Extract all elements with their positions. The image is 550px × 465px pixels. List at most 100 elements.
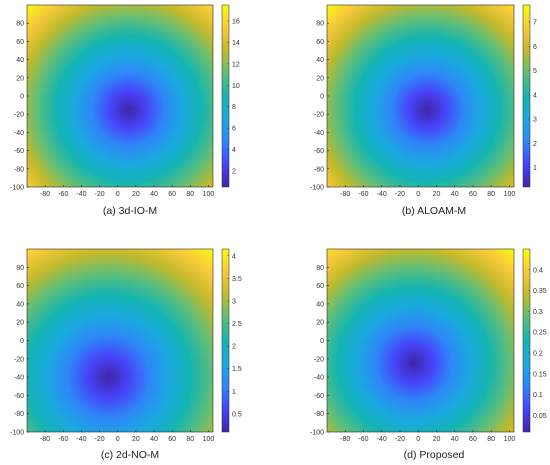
subplot-1: -80 -60 -40 -20 0 20 40 60 80 100 80 60 40 20 0 -20 -40 -… bbox=[10, 4, 240, 217]
y-tick-label: -80 bbox=[314, 411, 324, 418]
x-tick-label: 60 bbox=[168, 436, 176, 443]
colorbar-tick-label: 4 bbox=[232, 253, 236, 260]
colorbar-tick-label: 14 bbox=[232, 40, 240, 47]
y-tick-label: 40 bbox=[16, 57, 24, 64]
y-tick-label: 80 bbox=[16, 265, 24, 272]
x-tick-label: -60 bbox=[58, 191, 68, 198]
x-tick-label: 80 bbox=[186, 191, 194, 198]
colorbar-tick-label: 0.2 bbox=[533, 350, 543, 357]
x-tick-label: 40 bbox=[451, 191, 459, 198]
colorbar-tick-label: 10 bbox=[232, 83, 240, 90]
y-tick-label: -100 bbox=[310, 430, 324, 437]
x-tick-label: 20 bbox=[433, 436, 441, 443]
subplot-caption: (b) ALOAM-M bbox=[402, 205, 466, 217]
y-tick-label: 20 bbox=[16, 320, 24, 327]
x-tick-label: -60 bbox=[358, 436, 368, 443]
y-tick-label: 40 bbox=[316, 57, 324, 64]
colorbar-tick-label: 4 bbox=[533, 92, 537, 99]
colorbar-tick-label: 3 bbox=[533, 117, 537, 124]
x-tick-label: 100 bbox=[504, 436, 516, 443]
x-tick-label: -40 bbox=[76, 191, 86, 198]
x-tick-label: 80 bbox=[186, 436, 194, 443]
x-tick-label: -80 bbox=[40, 191, 50, 198]
y-tick-label: 0 bbox=[320, 94, 324, 101]
y-tick-label: -100 bbox=[10, 185, 24, 192]
x-tick-label: 20 bbox=[132, 436, 140, 443]
colorbar-tick-label: 2 bbox=[232, 168, 236, 175]
subplot-caption: (c) 2d-NO-M bbox=[101, 449, 159, 461]
x-tick-label: 0 bbox=[116, 191, 120, 198]
y-tick-label: -40 bbox=[14, 130, 24, 137]
colorbar bbox=[522, 4, 531, 188]
y-tick-label: -40 bbox=[14, 375, 24, 382]
colorbar-tick-label: 0.05 bbox=[533, 413, 547, 420]
y-tick-label: -60 bbox=[14, 148, 24, 155]
x-tick-label: 40 bbox=[451, 436, 459, 443]
x-tick-label: -80 bbox=[340, 191, 350, 198]
y-tick-label: 60 bbox=[16, 39, 24, 46]
x-tick-label: 60 bbox=[469, 191, 477, 198]
colorbar-tick-label: 1 bbox=[232, 389, 236, 396]
colorbar-tick-label: 16 bbox=[232, 19, 240, 26]
colorbar-tick-label: 8 bbox=[232, 104, 236, 111]
x-tick-label: 100 bbox=[504, 191, 516, 198]
x-tick-label: -20 bbox=[395, 436, 405, 443]
y-tick-label: -20 bbox=[314, 112, 324, 119]
y-tick-label: 80 bbox=[16, 21, 24, 28]
colorbar-tick-label: 12 bbox=[232, 61, 240, 68]
y-tick-label: -20 bbox=[314, 356, 324, 363]
y-tick-label: 60 bbox=[316, 39, 324, 46]
colorbar-tick-label: 1 bbox=[533, 165, 537, 172]
y-tick-label: -20 bbox=[14, 112, 24, 119]
subplot-caption: (d) Proposed bbox=[404, 449, 465, 461]
colorbar-tick-label: 3 bbox=[232, 298, 236, 305]
colorbar-tick-label: 3.5 bbox=[232, 276, 242, 283]
colorbar-tick-label: 4 bbox=[232, 147, 236, 154]
x-tick-label: 20 bbox=[433, 191, 441, 198]
x-tick-label: -20 bbox=[95, 436, 105, 443]
colorbar-tick-label: 2.5 bbox=[232, 321, 242, 328]
y-tick-label: 60 bbox=[16, 283, 24, 290]
y-tick-label: -100 bbox=[10, 430, 24, 437]
y-tick-label: 40 bbox=[16, 301, 24, 308]
subplot-caption: (a) 3d-IO-M bbox=[103, 205, 157, 217]
y-tick-label: 20 bbox=[316, 320, 324, 327]
y-tick-label: 0 bbox=[20, 94, 24, 101]
colorbar-tick-label: 6 bbox=[232, 126, 236, 133]
x-tick-label: -40 bbox=[377, 191, 387, 198]
colorbar-tick-label: 6 bbox=[533, 44, 537, 51]
colorbar bbox=[221, 4, 230, 188]
x-tick-label: 60 bbox=[168, 191, 176, 198]
y-tick-label: -80 bbox=[14, 166, 24, 173]
colorbar-tick-label: 1.5 bbox=[232, 366, 242, 373]
x-tick-label: -20 bbox=[95, 191, 105, 198]
x-tick-label: -80 bbox=[340, 436, 350, 443]
colorbar-tick-label: 7 bbox=[533, 19, 537, 26]
y-tick-label: -40 bbox=[314, 130, 324, 137]
x-tick-label: 100 bbox=[203, 191, 215, 198]
colorbar bbox=[221, 248, 230, 433]
y-tick-label: -100 bbox=[310, 185, 324, 192]
colorbar-tick-label: 0.4 bbox=[533, 267, 543, 274]
y-tick-label: 0 bbox=[320, 338, 324, 345]
colorbar-tick-label: 0.25 bbox=[533, 330, 547, 337]
colorbar-tick-label: 2 bbox=[533, 141, 537, 148]
y-tick-label: -60 bbox=[314, 393, 324, 400]
x-tick-label: 0 bbox=[416, 436, 420, 443]
colorbar-tick-label: 0.5 bbox=[232, 411, 242, 418]
colorbar-tick-label: 2 bbox=[232, 344, 236, 351]
heatmap-field bbox=[327, 5, 514, 187]
x-tick-label: 80 bbox=[487, 436, 495, 443]
y-tick-label: -60 bbox=[314, 148, 324, 155]
heatmap-field bbox=[27, 249, 213, 432]
x-tick-label: -60 bbox=[58, 436, 68, 443]
y-tick-label: 0 bbox=[20, 338, 24, 345]
colorbar bbox=[522, 248, 531, 433]
x-tick-label: 20 bbox=[132, 191, 140, 198]
x-tick-label: 100 bbox=[203, 436, 215, 443]
y-tick-label: 20 bbox=[316, 75, 324, 82]
x-tick-label: 0 bbox=[416, 191, 420, 198]
x-tick-label: -40 bbox=[377, 436, 387, 443]
heatmap-field bbox=[327, 249, 514, 432]
